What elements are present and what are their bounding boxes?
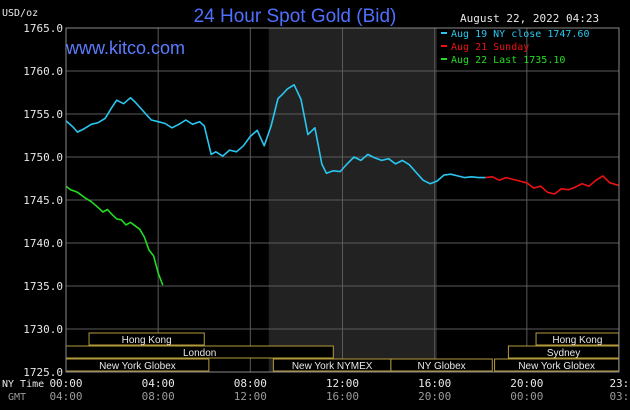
plot-border: [65, 27, 620, 373]
timestamp: August 22, 2022 04:23: [460, 12, 599, 25]
chart-title: 24 Hour Spot Gold (Bid): [194, 6, 397, 27]
series-line: [485, 175, 620, 195]
legend-swatch: [441, 45, 447, 47]
legend-entry: Aug 19 NY close 1747.60: [451, 29, 589, 40]
gmt-label: GMT: [8, 392, 26, 403]
x-tick-label-ny: 12:00: [326, 377, 359, 390]
x-tick-label-ny: 00:00: [49, 377, 82, 390]
legend-swatch: [441, 58, 447, 60]
x-tick-label-ny: 16:00: [418, 377, 451, 390]
x-tick-label-gmt: 20:00: [418, 390, 451, 403]
legend-swatch: [441, 32, 447, 34]
x-tick-label-ny: 08:00: [234, 377, 267, 390]
y-axis-ticks: 1765.0 1760.0 1755.0 1750.0 1745.0 1740.0 1735…: [23, 22, 63, 379]
legend: Aug 19 NY close 1747.60 Aug 21 Sunday Aug …: [441, 29, 589, 66]
y-tick-label: 1750.0: [23, 151, 63, 164]
price-series: [65, 84, 620, 286]
y-tick-label: 1760.0: [23, 65, 63, 78]
session-label: Sydney: [547, 348, 580, 359]
series-line: [65, 84, 486, 185]
y-tick-label: 1755.0: [23, 108, 63, 121]
site-watermark: www.kitco.com: [65, 38, 185, 58]
x-tick-label-ny: 23:59: [609, 377, 630, 390]
legend-entry: Aug 22 Last 1735.10: [451, 55, 565, 66]
y-tick-label: 1740.0: [23, 237, 63, 250]
x-tick-label-gmt: 04:00: [49, 390, 82, 403]
session-label: NY Globex: [417, 361, 465, 372]
y-tick-label: 1730.0: [23, 323, 63, 336]
session-label: London: [183, 348, 216, 359]
session-label: Hong Kong: [552, 335, 602, 346]
y-axis-unit: USD/oz: [2, 8, 38, 19]
x-tick-label-gmt: 00:00: [510, 390, 543, 403]
y-tick-label: 1745.0: [23, 194, 63, 207]
x-tick-label-gmt: 16:00: [326, 390, 359, 403]
y-tick-label: 1765.0: [23, 22, 63, 35]
x-axis-ticks: 00:0004:0004:0008:0008:0012:0012:0016:00…: [49, 377, 630, 403]
grid-lines: [66, 28, 619, 372]
ny-time-label: NY Time: [2, 379, 44, 390]
x-tick-label-ny: 04:00: [142, 377, 175, 390]
legend-entry: Aug 21 Sunday: [451, 42, 529, 53]
x-tick-label-gmt: 08:00: [142, 390, 175, 403]
session-label: Hong Kong: [122, 335, 172, 346]
session-bar: [88, 332, 205, 346]
x-tick-label-gmt: 12:00: [234, 390, 267, 403]
session-label: New York Globex: [99, 361, 176, 372]
session-label: New York NYMEX: [292, 361, 373, 372]
session-bar: [390, 358, 493, 372]
market-sessions: Hong Kong Hong Kong London Sydney New York G…: [65, 332, 620, 372]
series-line: [65, 185, 164, 286]
session-label: New York Globex: [518, 361, 595, 372]
x-tick-label-gmt: 03:59: [609, 390, 630, 403]
y-tick-label: 1725.0: [23, 366, 63, 379]
x-tick-label-ny: 20:00: [510, 377, 543, 390]
y-tick-label: 1735.0: [23, 280, 63, 293]
